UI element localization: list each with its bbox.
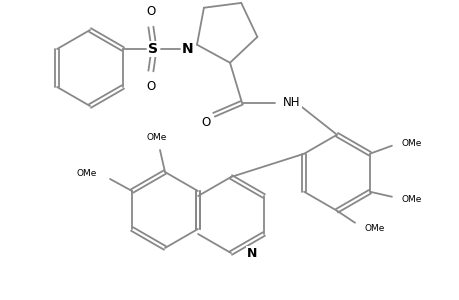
Text: S: S xyxy=(148,42,157,56)
Text: N: N xyxy=(182,42,193,56)
Text: OMe: OMe xyxy=(401,139,421,148)
Text: O: O xyxy=(146,4,155,17)
Text: OMe: OMe xyxy=(77,169,97,178)
Text: OMe: OMe xyxy=(146,133,167,142)
Text: OMe: OMe xyxy=(364,224,384,233)
Text: NH: NH xyxy=(283,96,300,109)
Text: O: O xyxy=(146,80,155,94)
Text: OMe: OMe xyxy=(401,195,421,204)
Text: O: O xyxy=(201,116,210,129)
Text: N: N xyxy=(247,247,257,260)
